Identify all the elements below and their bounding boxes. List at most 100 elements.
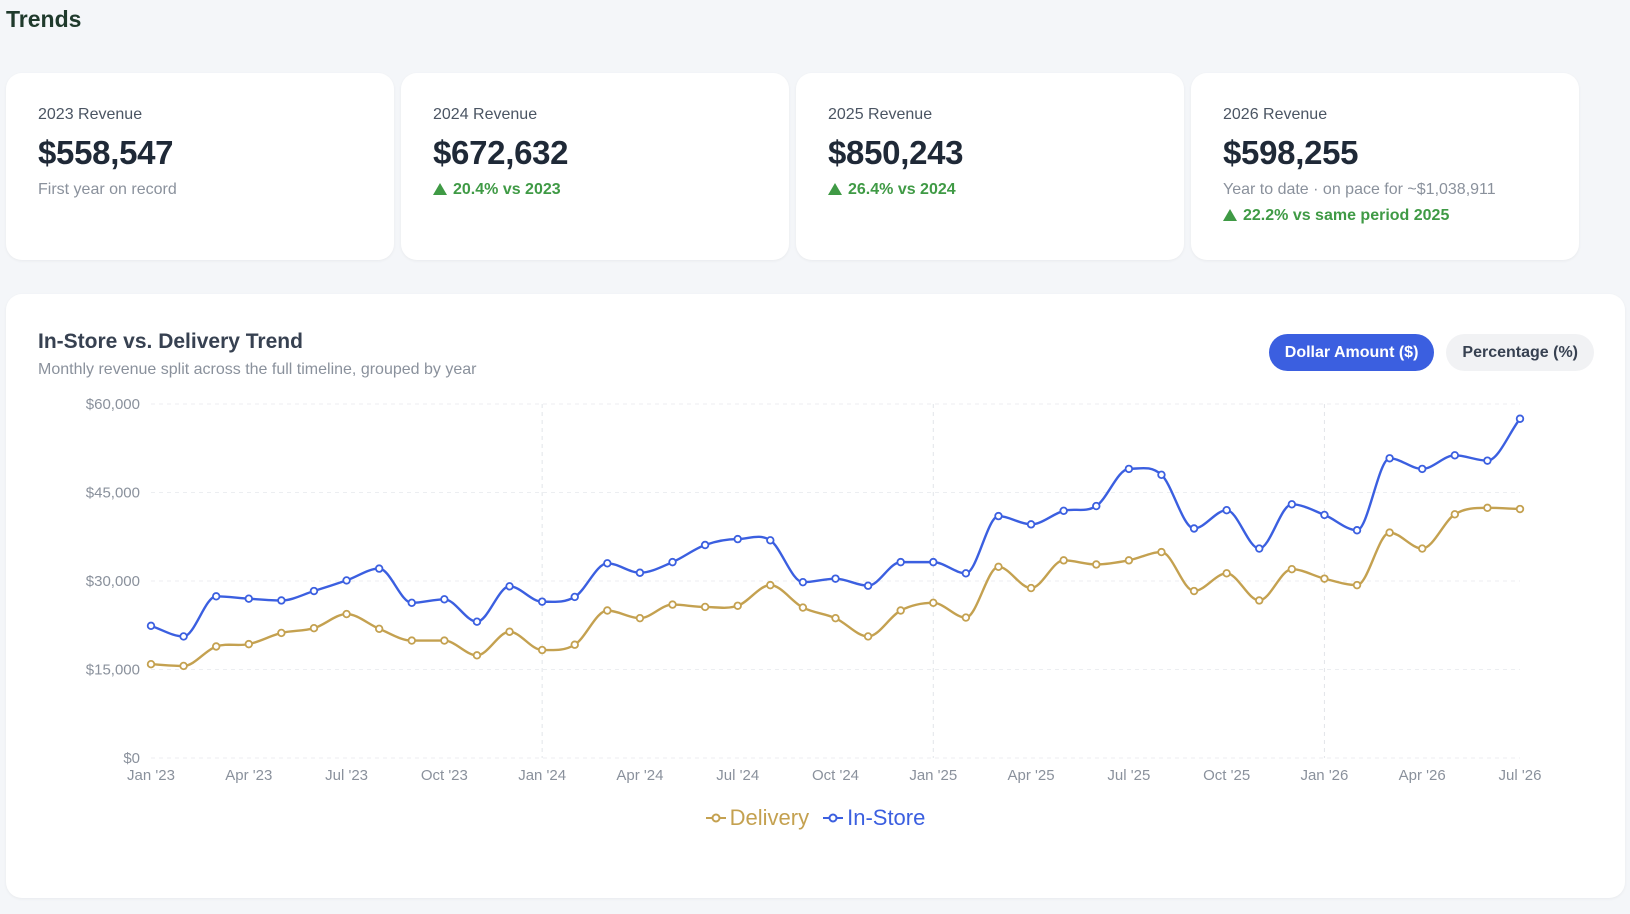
data-point-in-store	[1418, 464, 1427, 474]
data-point-delivery	[277, 628, 286, 638]
kpi-delta-text: 20.4% vs 2023	[453, 181, 561, 198]
kpi-value: $598,255	[1223, 134, 1359, 171]
data-point-in-store	[179, 632, 188, 641]
kpi-value: $672,632	[433, 134, 569, 171]
data-point-delivery	[798, 603, 808, 612]
kpi-label: 2024 Revenue	[433, 106, 538, 123]
data-point-in-store	[537, 597, 547, 606]
data-point-in-store	[1157, 470, 1166, 479]
x-tick-label: Jan '25	[909, 767, 957, 784]
page-title: Trends	[6, 6, 82, 32]
data-point-delivery	[1515, 504, 1525, 514]
kpi-delta-text: 22.2% vs same period 2025	[1243, 207, 1450, 224]
data-point-delivery	[146, 659, 156, 669]
kpi-subtext: Year to date · on pace for ~$1,038,911	[1223, 181, 1496, 198]
data-point-in-store	[831, 574, 840, 583]
kpi-row: 2023 Revenue $558,547 First year on reco…	[6, 73, 1625, 260]
data-point-in-store	[994, 511, 1003, 521]
data-point-in-store	[1385, 454, 1394, 463]
data-point-delivery	[1092, 560, 1101, 569]
kpi-label: 2023 Revenue	[38, 106, 143, 123]
data-point-delivery	[1287, 565, 1297, 574]
data-point-in-store	[603, 559, 612, 568]
percentage-button[interactable]: Percentage (%)	[1446, 334, 1594, 371]
data-point-delivery	[472, 651, 482, 660]
data-point-in-store	[733, 534, 742, 544]
data-point-delivery	[831, 613, 840, 623]
x-tick-label: Apr '26	[1399, 767, 1446, 784]
legend-item-in-store[interactable]: In-Store	[823, 805, 925, 831]
data-point-delivery	[440, 636, 449, 645]
x-tick-label: Apr '25	[1008, 767, 1055, 784]
data-point-in-store	[342, 576, 351, 585]
data-point-in-store	[440, 595, 449, 604]
triangle-up-icon	[1223, 209, 1237, 221]
data-point-delivery	[407, 636, 416, 645]
x-tick-label: Oct '24	[812, 767, 859, 784]
triangle-up-icon	[828, 183, 842, 195]
data-point-delivery	[570, 640, 579, 649]
data-point-in-store	[700, 540, 710, 550]
x-tick-label: Jul '24	[716, 767, 759, 784]
data-point-delivery	[896, 606, 905, 615]
kpi-delta: 20.4% vs 2023	[433, 181, 757, 199]
data-point-delivery	[1189, 586, 1199, 596]
x-tick-label: Jan '26	[1300, 767, 1348, 784]
data-point-in-store	[277, 596, 286, 605]
kpi-delta-text: 26.4% vs 2024	[848, 181, 956, 198]
kpi-label: 2026 Revenue	[1223, 106, 1328, 123]
kpi-delta: 26.4% vs 2024	[828, 181, 1152, 199]
x-tick-label: Apr '23	[225, 767, 272, 784]
data-point-in-store	[244, 594, 253, 603]
view-toggle: Dollar Amount ($) Percentage (%)	[1268, 334, 1594, 371]
data-point-in-store	[146, 621, 156, 631]
data-point-delivery	[1157, 547, 1166, 557]
data-point-delivery	[929, 598, 938, 608]
data-point-delivery	[1385, 528, 1394, 537]
chart-subtitle: Monthly revenue split across the full ti…	[38, 361, 477, 378]
data-point-in-store	[1255, 544, 1264, 553]
data-point-in-store	[798, 577, 808, 587]
data-point-delivery	[1352, 580, 1362, 590]
data-point-in-store	[1092, 501, 1101, 511]
chart-legend: Delivery In-Store	[6, 805, 1625, 831]
legend-label: In-Store	[847, 805, 926, 830]
data-point-delivery	[603, 606, 612, 615]
kpi-card-2025: 2025 Revenue $850,243 26.4% vs 2024	[796, 73, 1184, 260]
data-point-delivery	[766, 580, 775, 590]
data-point-delivery	[668, 600, 677, 609]
data-point-delivery	[1418, 544, 1427, 553]
series-line-in-store	[150, 418, 1521, 638]
data-point-in-store	[570, 592, 579, 602]
x-tick-label: Jan '24	[518, 767, 566, 784]
data-point-in-store	[1059, 506, 1068, 515]
data-point-in-store	[766, 536, 775, 545]
x-tick-label: Jul '26	[1499, 767, 1542, 784]
trend-chart: $0 $15,000 $30,000 $45,000 $60,000 Jan '23 Apr…	[86, 396, 1542, 784]
data-point-in-store	[961, 569, 971, 578]
data-point-in-store	[929, 557, 938, 567]
data-point-in-store	[309, 586, 319, 596]
data-point-delivery	[374, 624, 384, 633]
data-point-in-store	[1124, 464, 1134, 474]
legend-item-delivery[interactable]: Delivery	[705, 805, 810, 831]
data-point-in-store	[1352, 526, 1362, 535]
data-point-delivery	[863, 632, 873, 641]
data-point-delivery	[733, 601, 742, 610]
chart-card: In-Store vs. Delivery Trend Monthly reve…	[6, 294, 1625, 898]
data-point-in-store	[211, 592, 221, 601]
data-point-delivery	[537, 645, 547, 655]
data-point-in-store	[1450, 451, 1460, 460]
kpi-delta: 22.2% vs same period 2025	[1223, 207, 1547, 225]
legend-label: Delivery	[729, 805, 810, 830]
dollar-amount-button[interactable]: Dollar Amount ($)	[1268, 334, 1435, 371]
data-point-delivery	[342, 609, 351, 619]
data-point-delivery	[961, 613, 971, 622]
data-point-in-store	[1222, 505, 1231, 515]
y-tick-label: $60,000	[86, 396, 140, 413]
data-point-delivery	[244, 639, 253, 649]
data-point-delivery	[1483, 503, 1492, 513]
data-point-in-store	[1483, 456, 1492, 465]
kpi-value: $558,547	[38, 134, 174, 171]
data-point-in-store	[1320, 510, 1329, 520]
